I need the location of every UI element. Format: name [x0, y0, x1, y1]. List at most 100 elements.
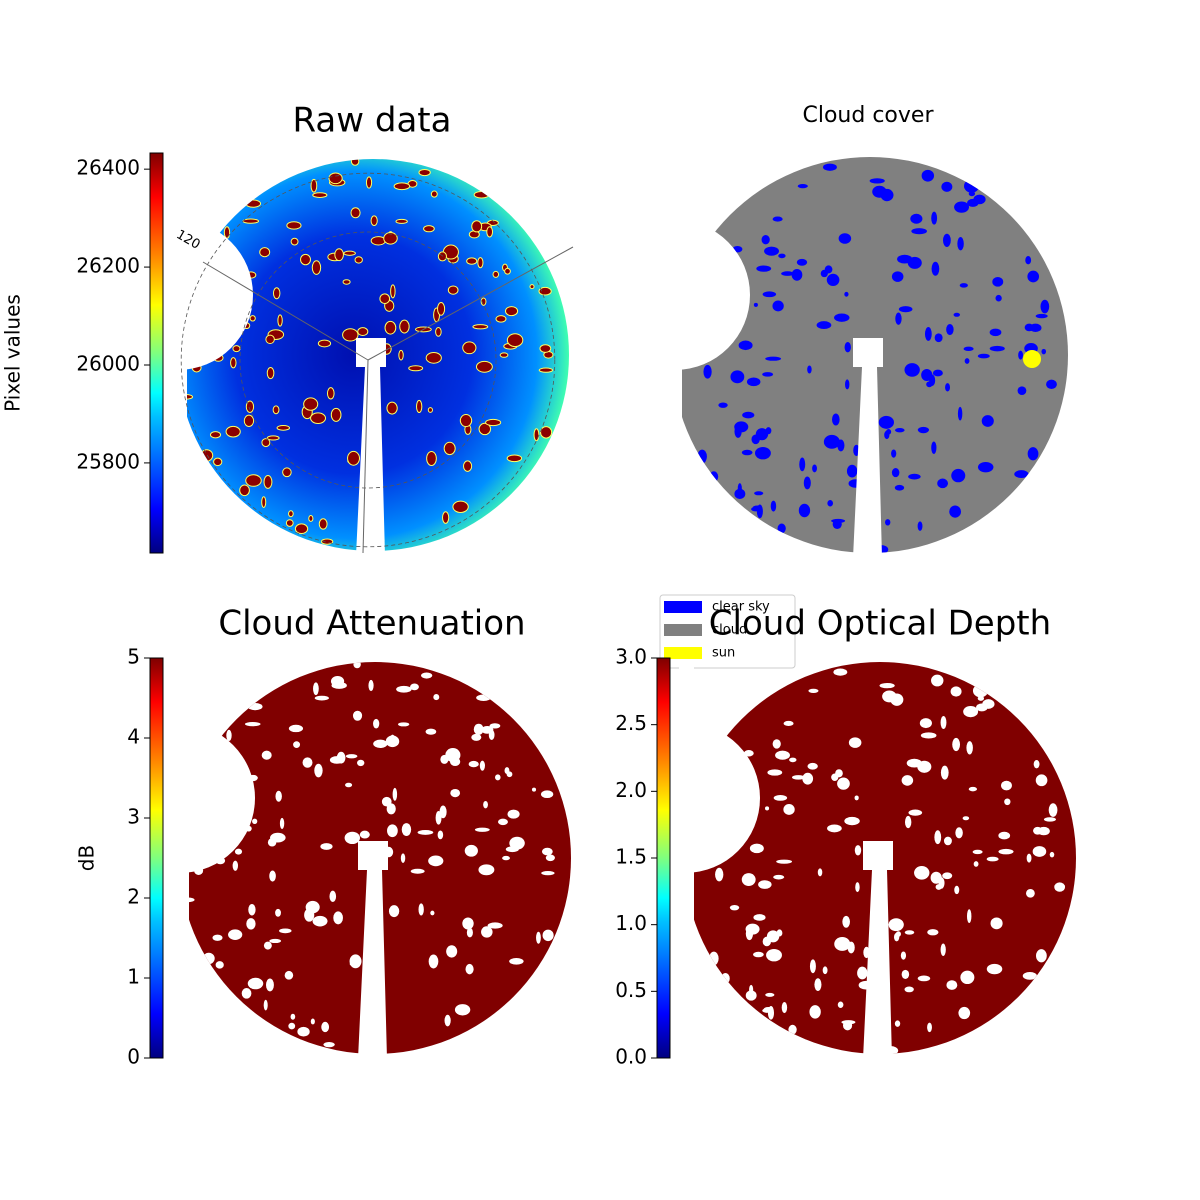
sky-blob [507, 809, 520, 819]
sky-blob [968, 191, 976, 197]
sky-blob [1041, 348, 1047, 355]
sky-blob [399, 319, 410, 334]
sky-blob [359, 830, 370, 839]
sky-blob [440, 754, 449, 764]
sky-blob [796, 258, 808, 266]
sky-blob [942, 872, 953, 880]
sky-blob [452, 500, 469, 513]
sky-blob [837, 1001, 844, 1008]
sky-blob [293, 741, 301, 748]
sky-blob [317, 339, 332, 348]
sky-blob [1043, 817, 1056, 822]
sky-blob [390, 284, 396, 299]
sky-blob [488, 729, 495, 740]
sky-blob [416, 399, 423, 414]
sky-blob [822, 163, 837, 171]
sky-blob [957, 406, 963, 421]
panel-title: Cloud cover [803, 103, 935, 128]
sky-blob [386, 803, 396, 815]
sky-blob [962, 816, 970, 821]
sky-blob [428, 954, 439, 969]
sky-blob [312, 192, 328, 198]
sky-blob [330, 675, 345, 687]
sky-blob [847, 941, 855, 954]
sky-blob [310, 178, 318, 193]
sky-blob [478, 864, 495, 876]
sky-blob [891, 271, 904, 282]
sky-blob [1048, 803, 1058, 817]
sky-blob [989, 345, 1005, 352]
sky-blob [533, 428, 540, 442]
sky-blob [901, 969, 910, 979]
colorbar-label: dB [75, 845, 99, 871]
sky-blob [502, 855, 510, 861]
sky-blob [228, 929, 243, 940]
sky-blob [854, 845, 862, 856]
sky-blob [352, 710, 363, 721]
sky-blob [439, 805, 447, 819]
sky-blob [290, 237, 299, 246]
sky-blob [345, 782, 353, 788]
sky-blob [492, 270, 500, 278]
sky-blob [302, 757, 313, 768]
sky-blob [986, 856, 999, 862]
sky-blob [357, 759, 365, 767]
legend-label: sun [712, 646, 735, 661]
sky-blob [344, 831, 361, 845]
sky-blob [761, 235, 770, 245]
sky-blob [266, 366, 275, 380]
sky-blob [831, 518, 846, 523]
sky-blob [392, 787, 398, 801]
sky-blob [932, 369, 943, 377]
sky-blob [442, 511, 450, 524]
sky-blob [308, 515, 314, 522]
sky-blob [303, 397, 319, 411]
sky-blob [931, 261, 940, 276]
sky-blob [832, 413, 840, 426]
sky-blob [300, 253, 311, 266]
sky-blob [826, 273, 840, 287]
sky-blob [430, 190, 438, 198]
sky-blob [738, 340, 753, 351]
colorbar-label: Pixel values [1, 294, 25, 412]
sky-blob [721, 973, 730, 984]
sun-marker [1023, 350, 1041, 368]
sky-blob [425, 728, 437, 735]
sky-blob [275, 908, 281, 917]
sky-blob [845, 379, 850, 390]
sky-blob [265, 978, 274, 992]
sky-blob [276, 424, 291, 431]
sky-blob [982, 699, 995, 709]
sky-blob [1033, 826, 1043, 835]
sky-blob [911, 228, 927, 235]
sky-blob [408, 365, 424, 372]
sky-blob [373, 718, 380, 729]
sky-blob [318, 518, 328, 530]
sky-blob [244, 722, 261, 727]
sky-blob [905, 815, 912, 829]
sky-blob [354, 256, 363, 264]
sky-blob [305, 900, 320, 914]
sky-blob [777, 523, 786, 534]
sky-blob [891, 449, 897, 458]
sky-blob [1025, 256, 1032, 265]
sky-blob [381, 796, 392, 807]
sky-blob [931, 674, 944, 687]
sky-blob [937, 478, 949, 489]
sky-blob [954, 201, 970, 213]
sky-blob [540, 426, 553, 439]
sky-blob [756, 265, 772, 272]
sky-blob [459, 414, 473, 428]
sky-blob [844, 342, 851, 353]
sky-blob [791, 268, 803, 281]
sky-blob [730, 370, 745, 384]
sky-blob [995, 294, 1002, 302]
sky-blob [202, 952, 215, 965]
sky-blob [365, 176, 373, 189]
sky-blob [764, 246, 779, 256]
sky-blob [817, 868, 823, 877]
sky-blob [946, 323, 954, 336]
sky-blob [418, 168, 431, 177]
sky-blob [952, 737, 961, 752]
sky-blob [958, 1006, 971, 1020]
